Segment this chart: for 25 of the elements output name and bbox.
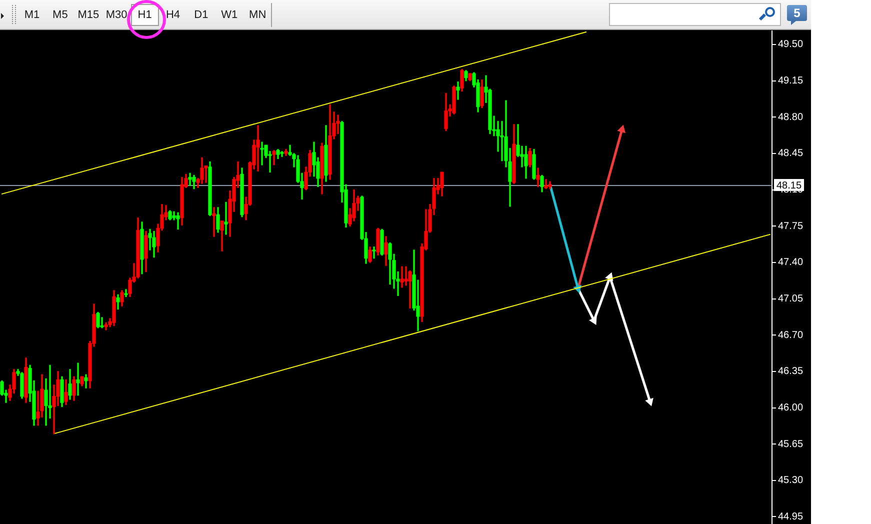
ref-line-label: 48.15 <box>776 180 802 192</box>
timeframe-label: MN <box>249 8 266 23</box>
timeframe-label: D1 <box>194 8 208 23</box>
y-tick-label: 48.45 <box>778 148 804 160</box>
y-tick-label: 47.05 <box>778 294 804 305</box>
y-tick-label: 48.80 <box>778 112 804 123</box>
timeframe-label: H4 <box>166 8 180 23</box>
timeframe-label: W1 <box>221 8 238 23</box>
timeframe-label: M15 <box>78 8 100 23</box>
y-tick-label: 49.50 <box>778 39 804 50</box>
timeframe-label: M5 <box>52 8 68 23</box>
y-tick-label: 47.40 <box>778 257 804 268</box>
y-tick-label: 46.35 <box>778 366 804 378</box>
y-tick-label: 45.30 <box>778 475 804 486</box>
point <box>645 398 654 406</box>
point <box>589 316 597 326</box>
y-tick-label: 45.65 <box>778 438 804 450</box>
timeframe-label: M1 <box>24 8 40 23</box>
y-tick-label: 49.15 <box>778 76 804 87</box>
timeframe-label: H1 <box>138 8 152 23</box>
y-tick-label: 46.70 <box>778 330 804 341</box>
timeframe-label: M30 <box>106 8 128 23</box>
y-tick-label: 47.75 <box>778 220 804 232</box>
y-tick-label: 46.00 <box>778 402 804 414</box>
y-tick-label: 44.95 <box>778 511 804 522</box>
